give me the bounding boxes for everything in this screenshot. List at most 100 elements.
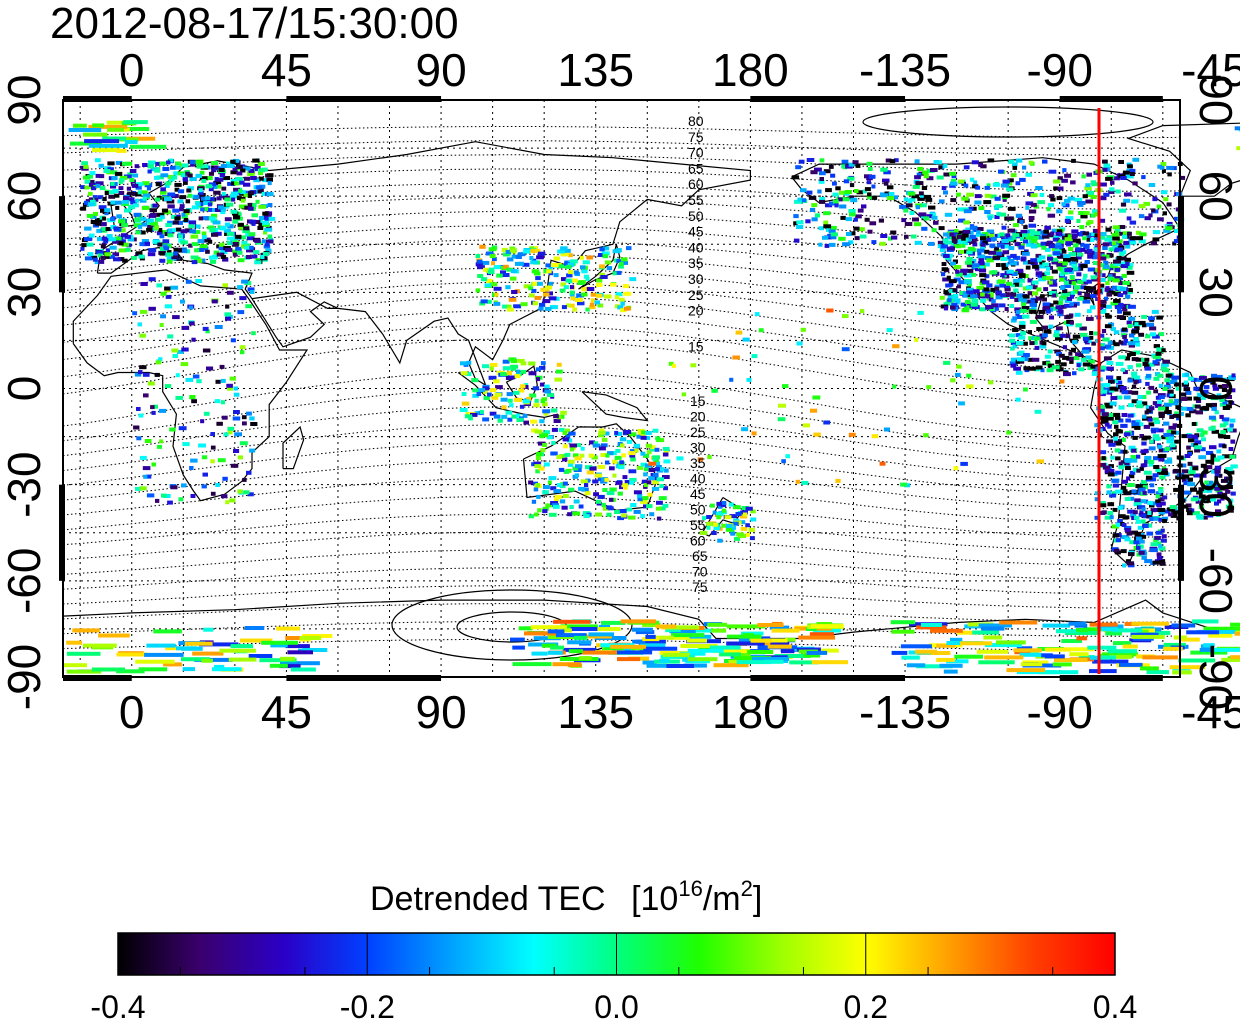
tec-pixel	[1029, 310, 1037, 314]
tec-pixel	[867, 192, 871, 196]
top-lon-tick-label: -90	[1026, 44, 1092, 96]
tec-pixel	[1032, 281, 1039, 285]
tec-pixel	[237, 171, 243, 175]
tec-pixel	[246, 412, 252, 416]
tec-pixel	[879, 242, 885, 246]
tec-pixel	[245, 626, 264, 630]
tec-pixel	[646, 504, 652, 508]
tec-pixel	[1083, 274, 1087, 278]
tec-pixel	[88, 202, 95, 206]
tec-pixel	[250, 290, 254, 294]
tec-pixel	[891, 620, 916, 624]
tec-pixel	[822, 236, 828, 240]
tec-pixel	[574, 270, 579, 274]
tec-pixel	[591, 293, 596, 297]
tec-pixel	[160, 187, 166, 191]
tec-pixel	[1141, 449, 1148, 453]
tec-pixel	[1082, 278, 1086, 282]
tec-pixel	[80, 185, 85, 189]
tec-pixel	[490, 363, 498, 367]
top-lon-tick-label: -135	[859, 44, 951, 96]
tec-pixel	[887, 196, 894, 200]
tec-pixel	[868, 230, 873, 234]
tec-pixel	[130, 145, 166, 149]
tec-pixel	[640, 452, 645, 456]
tec-pixel	[1185, 413, 1190, 417]
tec-pixel	[1029, 224, 1037, 228]
tec-pixel	[634, 444, 640, 448]
tec-pixel	[944, 670, 958, 674]
tec-pixel	[1118, 160, 1124, 164]
tec-pixel	[846, 232, 852, 236]
tec-pixel	[155, 373, 160, 377]
tec-pixel	[477, 392, 482, 396]
tec-pixel	[641, 436, 647, 440]
tec-pixel	[1161, 367, 1167, 371]
tec-pixel	[904, 197, 909, 201]
tec-pixel	[966, 250, 973, 254]
tec-pixel	[107, 128, 124, 132]
tec-pixel	[551, 409, 558, 413]
tec-pixel	[1016, 310, 1021, 314]
tec-pixel	[949, 172, 956, 176]
tec-pixel	[88, 192, 93, 196]
tec-pixel	[627, 508, 633, 512]
tec-pixel	[533, 403, 539, 407]
tec-pixel	[195, 279, 202, 283]
tec-pixel	[268, 181, 272, 185]
tec-pixel	[914, 175, 921, 179]
tec-pixel	[721, 524, 726, 528]
tec-pixel	[1056, 209, 1062, 213]
tec-pixel	[189, 466, 193, 470]
tec-pixel	[1230, 419, 1236, 423]
tec-pixel	[1066, 315, 1073, 319]
tec-pixel	[462, 402, 470, 406]
tec-pixel	[921, 623, 942, 627]
tec-pixel	[1103, 338, 1110, 342]
tec-pixel	[829, 243, 836, 247]
tec-pixel	[489, 376, 497, 380]
tec-pixel	[185, 642, 213, 646]
tec-pixel	[1140, 666, 1159, 670]
tec-pixel	[1132, 391, 1139, 395]
tec-pixel	[1153, 360, 1159, 364]
tec-pixel	[1013, 648, 1041, 652]
mlat-label: 40	[690, 471, 706, 487]
tec-pixel	[181, 213, 185, 217]
tec-pixel	[1134, 498, 1141, 502]
tec-pixel	[566, 303, 570, 307]
tec-pixel	[1163, 433, 1171, 437]
tec-pixel	[1149, 183, 1156, 187]
tec-pixel	[1170, 505, 1177, 509]
frame-bar-bottom	[63, 675, 132, 681]
tec-pixel	[577, 443, 581, 447]
tec-pixel	[563, 494, 569, 498]
tec-pixel	[1159, 489, 1164, 493]
tec-pixel	[517, 359, 524, 363]
tec-pixel	[988, 158, 995, 162]
tec-pixel	[1144, 456, 1151, 460]
left-lat-tick-label: -90	[0, 644, 50, 710]
tec-pixel	[1076, 636, 1087, 640]
timestamp-title: 2012-08-17/15:30:00	[50, 0, 459, 48]
tec-pixel	[717, 539, 722, 543]
tec-pixel	[653, 473, 659, 477]
tec-pixel	[1157, 165, 1162, 169]
tec-pixel	[842, 347, 850, 351]
tec-pixel	[528, 481, 533, 485]
tec-pixel	[538, 307, 543, 311]
tec-pixel	[1083, 194, 1088, 198]
frame-bar-left	[59, 196, 65, 292]
tec-pixel	[796, 220, 803, 224]
tec-pixel	[1087, 646, 1116, 650]
tec-pixel	[112, 189, 118, 193]
tec-pixel	[1100, 366, 1106, 370]
tec-pixel	[656, 625, 677, 629]
tec-pixel	[217, 196, 222, 200]
tec-pixel	[182, 326, 190, 330]
tec-pixel	[825, 188, 832, 192]
tec-pixel	[1031, 203, 1037, 207]
tec-pixel	[1054, 658, 1088, 662]
tec-pixel	[560, 411, 567, 415]
